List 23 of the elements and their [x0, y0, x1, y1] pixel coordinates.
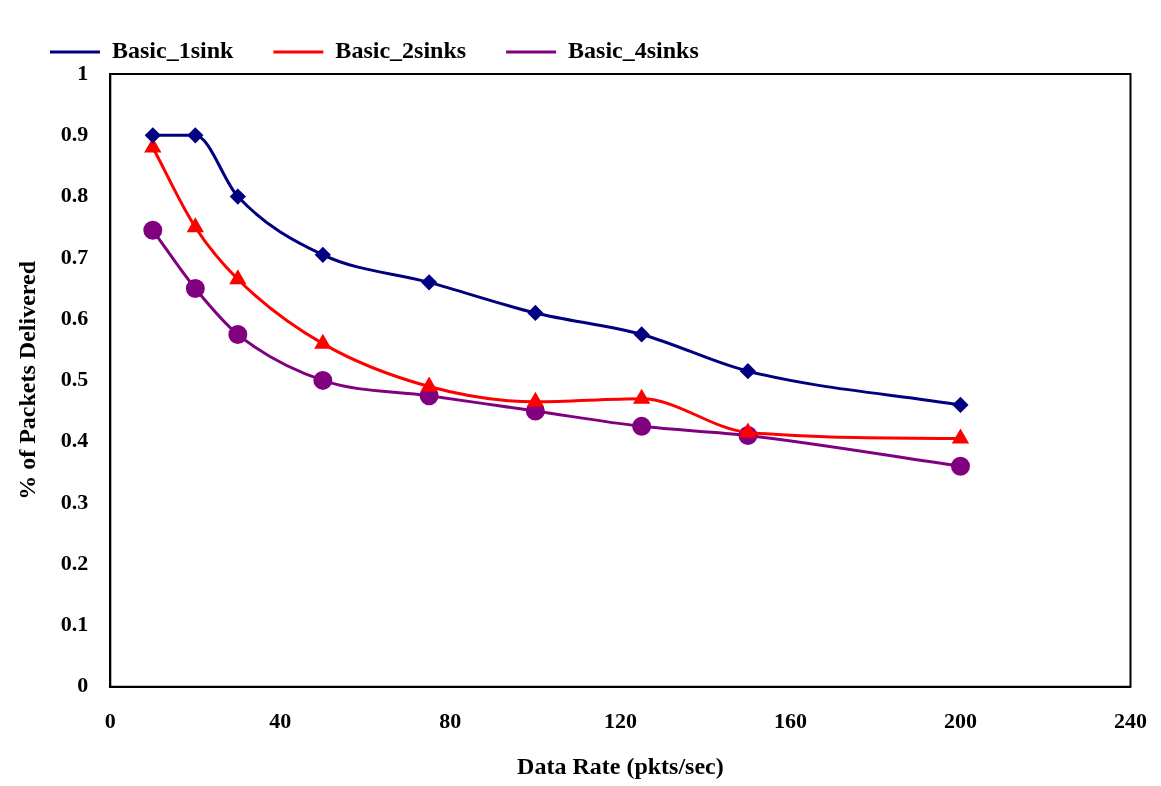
x-axis-title: Data Rate (pkts/sec) [517, 752, 724, 779]
legend-label: Basic_2sinks [335, 37, 467, 64]
y-tick-label: 0.4 [60, 427, 89, 453]
x-tick-label: 200 [943, 707, 977, 733]
y-axis-title: % of Packets Delivered [13, 260, 40, 500]
x-tick-label: 120 [603, 707, 637, 733]
legend-label: Basic_4sinks [568, 37, 699, 64]
y-tick-label: 0.2 [60, 549, 89, 575]
y-tick-label: 0.7 [60, 243, 89, 269]
x-tick-label: 80 [439, 707, 462, 733]
y-tick-label: 0.8 [60, 182, 89, 208]
y-tick-label: 0.1 [60, 611, 89, 637]
y-tick-label: 0.9 [60, 120, 89, 146]
x-tick-label: 240 [1114, 707, 1147, 733]
y-tick-label: 0.5 [60, 366, 89, 392]
y-tick-label: 0.3 [60, 488, 89, 514]
y-tick-label: 0.6 [60, 304, 89, 330]
legend-label: Basic_1sink [112, 37, 235, 64]
x-tick-label: 40 [269, 707, 292, 733]
y-tick-label: 1 [77, 59, 89, 85]
x-tick-label: 0 [104, 707, 116, 733]
y-tick-label: 0 [77, 672, 89, 698]
x-tick-label: 160 [773, 707, 807, 733]
